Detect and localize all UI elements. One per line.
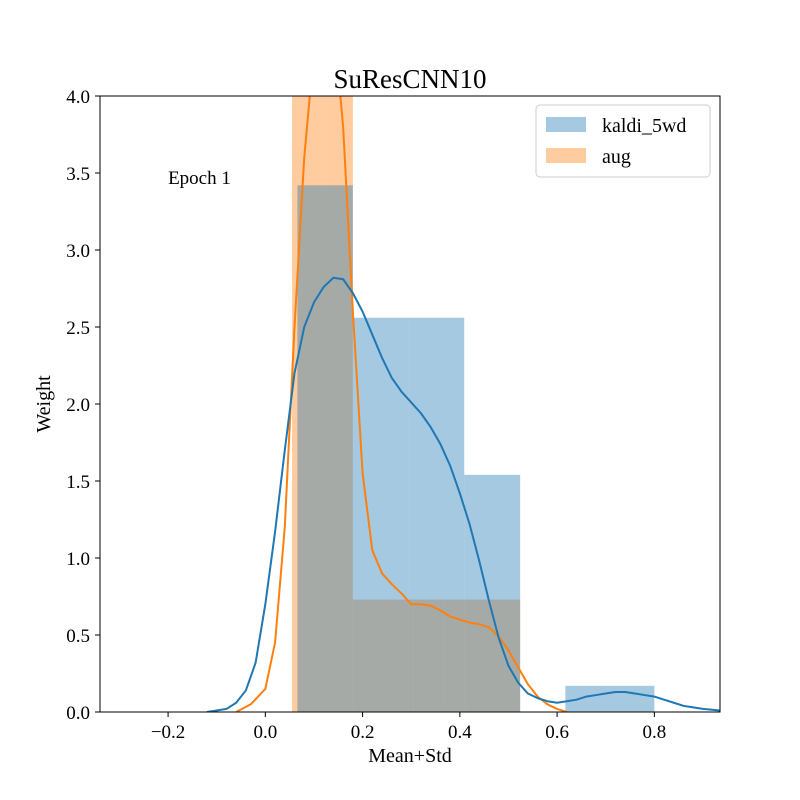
y-axis-label: Weight — [33, 375, 55, 433]
y-tick-label: 3.5 — [66, 164, 90, 185]
legend: kaldi_5wd aug — [535, 104, 711, 178]
legend-swatch-kaldi-5wd — [546, 117, 586, 132]
chart-title: SuResCNN10 — [333, 64, 486, 94]
x-axis-label: Mean+Std — [368, 745, 452, 767]
bar-aug-4 — [413, 599, 444, 712]
x-tick-label: 0.0 — [253, 722, 277, 743]
y-tick-label: 0.5 — [66, 626, 90, 647]
legend-label-kaldi-5wd: kaldi_5wd — [602, 115, 686, 137]
x-tick-label: −0.2 — [151, 722, 185, 743]
bar-aug-3 — [383, 599, 414, 712]
kde-curves — [206, 96, 720, 712]
y-tick-label: 1.0 — [66, 549, 90, 570]
bar-aug-6 — [473, 599, 505, 712]
kde-line-kaldi-5wd — [206, 276, 720, 712]
y-tick-label: 1.5 — [66, 472, 90, 493]
legend-swatch-aug — [546, 148, 586, 163]
y-tick-label: 0.0 — [66, 703, 90, 724]
bar-kaldi-5wd-1 — [352, 317, 409, 712]
x-axis-ticks: −0.2 0.0 0.2 0.4 0.6 0.8 — [151, 712, 666, 743]
x-tick-label: 0.4 — [448, 722, 472, 743]
y-tick-label: 4.0 — [66, 87, 90, 108]
x-tick-label: 0.8 — [642, 722, 666, 743]
bar-kaldi-5wd-0 — [297, 185, 353, 712]
bar-kaldi-5wd-2 — [408, 317, 465, 712]
kde-line-aug — [235, 96, 568, 712]
bar-kaldi-5wd-3 — [464, 474, 521, 712]
epoch-annotation: Epoch 1 — [168, 168, 231, 189]
bar-aug-2 — [352, 599, 384, 712]
y-axis-ticks: 0.0 0.5 1.0 1.5 2.0 2.5 3.0 3.5 4.0 — [66, 87, 100, 724]
x-tick-label: 0.2 — [351, 722, 375, 743]
y-tick-label: 2.0 — [66, 395, 90, 416]
bar-aug-0 — [292, 96, 323, 712]
legend-label-aug: aug — [602, 146, 631, 168]
x-tick-label: 0.6 — [545, 722, 569, 743]
y-tick-label: 2.5 — [66, 318, 90, 339]
y-tick-label: 3.0 — [66, 241, 90, 262]
legend-box — [535, 104, 711, 178]
